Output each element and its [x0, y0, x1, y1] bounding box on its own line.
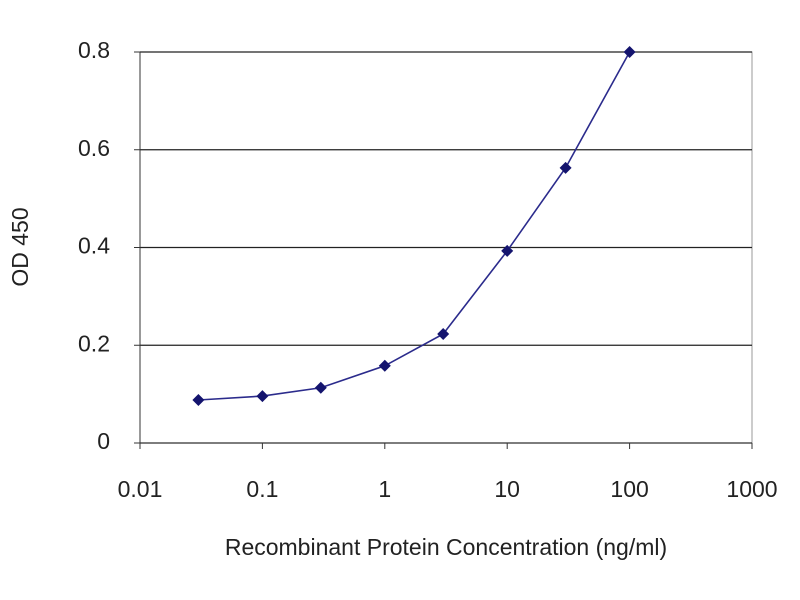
data-point — [378, 359, 391, 372]
data-point — [559, 161, 572, 174]
y-tick-label: 0.2 — [78, 330, 110, 356]
data-point — [623, 46, 636, 58]
y-tick-label: 0.4 — [78, 233, 110, 259]
data-point — [192, 393, 205, 406]
data-point — [501, 244, 514, 257]
x-tick-label: 100 — [610, 476, 648, 502]
x-tick-label: 1 — [378, 476, 391, 502]
x-tick-label: 0.1 — [246, 476, 278, 502]
x-tick-label: 10 — [494, 476, 520, 502]
x-tick-label: 1000 — [726, 476, 777, 502]
y-tick-label: 0.6 — [78, 135, 110, 161]
y-axis-label: OD 450 — [7, 207, 33, 286]
y-tick-label: 0.8 — [78, 37, 110, 63]
y-tick-label: 0 — [97, 428, 110, 454]
data-point — [256, 390, 269, 403]
x-tick-label: 0.01 — [118, 476, 163, 502]
data-point — [437, 328, 450, 341]
data-line — [198, 51, 631, 401]
x-axis-label: Recombinant Protein Concentration (ng/ml… — [225, 534, 667, 560]
data-point — [314, 381, 327, 394]
